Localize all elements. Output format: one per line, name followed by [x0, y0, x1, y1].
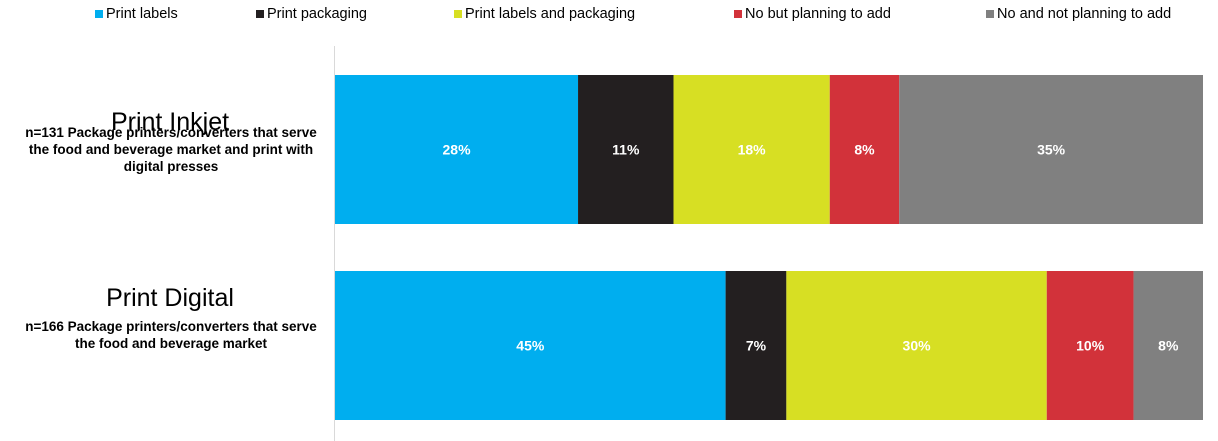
- bar-segment-digital-3: [1046, 271, 1134, 420]
- legend-item-print-labels-and-packaging: Print labels and packaging: [454, 6, 635, 22]
- bar-segment-inkjet-0: [335, 75, 579, 224]
- legend-item-print-packaging: Print packaging: [256, 6, 367, 22]
- category-subtitle-digital: n=166 Package printers/converters that s…: [25, 319, 317, 351]
- legend-label-print-labels-and-packaging: Print labels and packaging: [465, 6, 636, 22]
- data-label-digital-2: 30%: [903, 338, 932, 354]
- data-label-inkjet-2: 18%: [738, 142, 767, 158]
- bar-segment-digital-4: [1133, 271, 1203, 420]
- legend-item-no-not-planning: No and not planning to add: [986, 6, 1171, 22]
- legend-swatch-no-not-planning: [986, 10, 994, 18]
- data-label-inkjet-4: 35%: [1037, 142, 1066, 158]
- legend-swatch-no-but-planning: [734, 10, 742, 18]
- legend-label-no-not-planning: No and not planning to add: [997, 6, 1172, 22]
- data-label-inkjet-3: 8%: [854, 142, 875, 158]
- data-label-inkjet-1: 11%: [612, 142, 640, 158]
- category-title-inkjet: Print Inkjet: [110, 108, 230, 136]
- bar-segment-inkjet-2: [673, 75, 830, 224]
- legend-label-print-packaging: Print packaging: [267, 6, 367, 22]
- bar-segment-digital-1: [725, 271, 787, 420]
- data-label-inkjet-0: 28%: [443, 142, 472, 158]
- legend-item-print-labels: Print labels: [95, 6, 178, 22]
- bar-segment-digital-2: [786, 271, 1047, 420]
- legend-label-print-labels: Print labels: [106, 6, 178, 22]
- chart-legend: Print labels Print packaging Print label…: [0, 6, 1218, 30]
- data-label-digital-3: 10%: [1076, 338, 1105, 354]
- legend-item-no-but-planning: No but planning to add: [734, 6, 891, 22]
- legend-swatch-print-labels: [95, 10, 103, 18]
- legend-label-no-but-planning: No but planning to add: [745, 6, 891, 22]
- bar-segment-digital-0: [335, 271, 726, 420]
- category-title-digital: Print Digital: [106, 284, 234, 312]
- data-label-digital-1: 7%: [746, 338, 767, 354]
- bar-segment-inkjet-3: [829, 75, 900, 224]
- category-subtitle-inkjet: n=131 Package printers/converters that s…: [25, 125, 317, 174]
- bar-segment-inkjet-4: [899, 75, 1203, 224]
- data-label-digital-0: 45%: [516, 338, 545, 354]
- legend-swatch-print-labels-and-packaging: [454, 10, 462, 18]
- bar-segment-inkjet-1: [578, 75, 674, 224]
- legend-swatch-print-packaging: [256, 10, 264, 18]
- data-label-digital-4: 8%: [1158, 338, 1179, 354]
